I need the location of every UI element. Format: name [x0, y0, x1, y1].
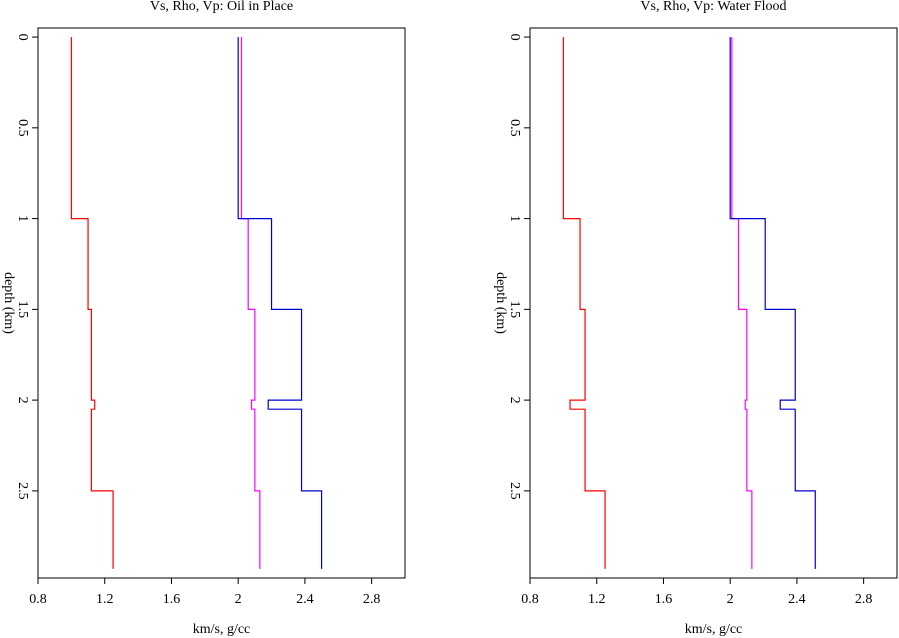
y-tick-label: 0.5 [15, 119, 30, 137]
plot-frame [529, 27, 898, 579]
x-tick-label: 2.8 [855, 592, 873, 607]
y-axis-label: depth (km) [1, 272, 16, 334]
profile-line [729, 37, 816, 569]
x-axis-label: km/s, g/cc [685, 622, 743, 637]
y-tick-label: 1 [507, 215, 522, 222]
y-tick-label: 2.5 [507, 482, 522, 500]
y-tick-label: 0 [15, 34, 30, 41]
x-tick-label: 2.4 [296, 592, 314, 607]
x-tick-label: 1.6 [163, 592, 181, 607]
x-tick-label: 2 [727, 592, 734, 607]
y-axis-label: depth (km) [493, 272, 508, 334]
profile-line [240, 37, 261, 569]
profile-line [731, 37, 753, 569]
x-tick-label: 1.2 [96, 592, 114, 607]
y-tick-label: 0 [507, 34, 522, 41]
plot-frame [37, 27, 406, 579]
x-tick-label: 0.8 [29, 592, 47, 607]
profile-line [562, 37, 606, 569]
profile-line [70, 37, 114, 569]
y-tick-label: 2 [15, 397, 30, 404]
x-tick-label: 2.8 [363, 592, 381, 607]
chart-title: Vs, Rho, Vp: Water Flood [640, 0, 786, 14]
x-tick-label: 1.6 [655, 592, 673, 607]
x-tick-label: 1.2 [588, 592, 606, 607]
x-tick-label: 2.4 [788, 592, 806, 607]
y-tick-label: 0.5 [507, 119, 522, 137]
y-tick-label: 1 [15, 215, 30, 222]
y-tick-label: 1.5 [15, 301, 30, 319]
x-axis-label: km/s, g/cc [193, 622, 251, 637]
x-tick-label: 2 [235, 592, 242, 607]
y-tick-label: 1.5 [507, 301, 522, 319]
profile-line [237, 37, 323, 569]
chart-title: Vs, Rho, Vp: Oil in Place [150, 0, 293, 14]
x-tick-label: 0.8 [521, 592, 539, 607]
y-tick-label: 2 [507, 397, 522, 404]
y-tick-label: 2.5 [15, 482, 30, 500]
